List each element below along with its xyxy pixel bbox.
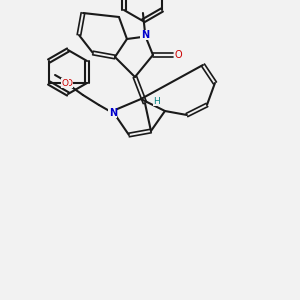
Text: H: H xyxy=(154,97,160,106)
Text: N: N xyxy=(141,30,149,40)
Text: N: N xyxy=(109,108,117,118)
Text: O: O xyxy=(66,79,73,88)
Text: O: O xyxy=(61,79,68,88)
Text: O: O xyxy=(174,50,182,60)
